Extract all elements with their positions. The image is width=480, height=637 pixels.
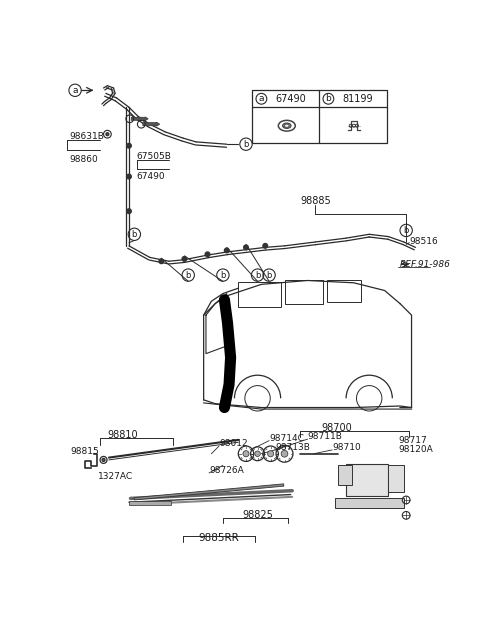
Circle shape [127,175,131,179]
Text: 1327AC: 1327AC [98,473,133,482]
Circle shape [281,450,288,457]
Circle shape [244,245,248,250]
Text: 67490: 67490 [137,172,165,181]
Circle shape [263,243,267,248]
Text: 98713B: 98713B [275,443,310,452]
Bar [327,280,361,302]
Ellipse shape [285,124,289,127]
Circle shape [243,450,249,457]
Circle shape [225,248,229,253]
Bar [252,90,387,143]
Circle shape [102,459,105,461]
Text: b: b [243,140,249,148]
Text: a: a [72,86,78,95]
Bar [238,282,281,306]
FancyArrow shape [143,122,160,126]
Text: 98714C: 98714C [269,434,304,443]
Circle shape [159,259,164,264]
Text: 81199: 81199 [342,94,373,104]
Circle shape [255,451,260,457]
Ellipse shape [283,123,291,129]
Text: 98120A: 98120A [398,445,433,454]
Circle shape [106,132,109,136]
Bar [285,280,323,304]
Text: b: b [186,271,191,280]
Text: 98860: 98860 [69,155,97,164]
Text: 67490: 67490 [276,94,306,104]
Text: 9885RR: 9885RR [199,533,240,543]
Text: b: b [255,271,260,280]
Bar [338,465,352,485]
Text: b: b [132,230,137,239]
Text: b: b [325,94,331,103]
Text: 98717: 98717 [398,436,427,445]
Bar [388,465,404,492]
Circle shape [267,450,274,457]
Bar [335,498,404,508]
Text: 98810: 98810 [108,430,138,440]
Text: 98825: 98825 [242,510,273,520]
Text: REF.91-986: REF.91-986 [400,260,451,269]
Text: 98815: 98815 [71,447,99,456]
Text: 98516: 98516 [409,238,438,247]
Bar [346,464,388,496]
Circle shape [127,143,131,148]
Text: 98711B: 98711B [308,433,342,441]
Text: 98885: 98885 [300,196,331,206]
Circle shape [205,252,210,257]
Text: 98700: 98700 [322,422,352,433]
Text: 98012: 98012 [220,440,249,448]
Bar [129,501,171,505]
Text: b: b [266,271,272,280]
Text: 98631B: 98631B [69,132,104,141]
Text: 67505B: 67505B [137,152,171,161]
Text: 98726A: 98726A [209,466,244,475]
Text: b: b [220,271,226,280]
Text: a: a [259,94,264,103]
Text: b: b [404,226,409,235]
Text: 98710: 98710 [332,443,361,452]
FancyArrow shape [131,117,148,121]
Circle shape [127,209,131,213]
Bar [134,484,284,500]
Circle shape [182,257,187,261]
